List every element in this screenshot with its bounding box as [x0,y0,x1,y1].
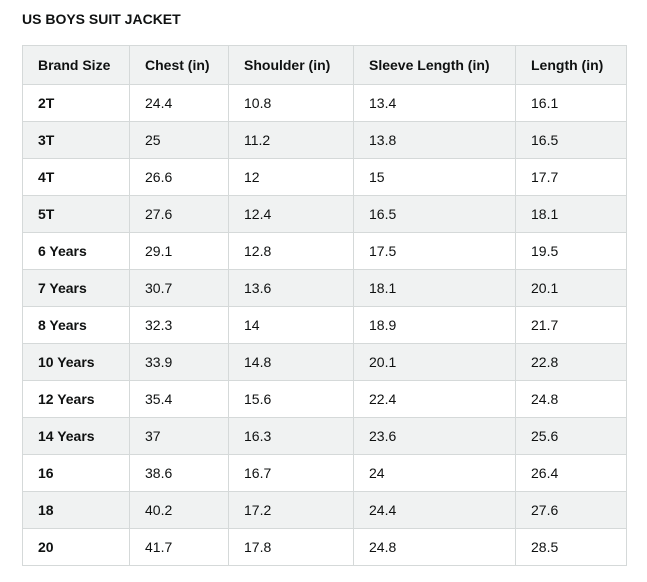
measure-cell: 17.7 [515,158,627,196]
measure-cell: 12 [228,158,354,196]
table-row: 14 Years 37 16.3 23.6 25.6 [22,417,627,455]
measure-cell: 26.4 [515,454,627,492]
measure-cell: 22.4 [353,380,516,418]
measure-cell: 32.3 [129,306,229,344]
header-cell: Sleeve Length (in) [353,45,516,85]
measure-cell: 12.4 [228,195,354,233]
table-row: 5T 27.6 12.4 16.5 18.1 [22,195,627,233]
size-cell: 12 Years [22,380,130,418]
measure-cell: 14 [228,306,354,344]
measure-cell: 26.6 [129,158,229,196]
measure-cell: 33.9 [129,343,229,381]
measure-cell: 41.7 [129,528,229,566]
measure-cell: 13.6 [228,269,354,307]
table-row: 7 Years 30.7 13.6 18.1 20.1 [22,269,627,307]
measure-cell: 37 [129,417,229,455]
measure-cell: 16.7 [228,454,354,492]
measure-cell: 17.8 [228,528,354,566]
size-cell: 10 Years [22,343,130,381]
measure-cell: 11.2 [228,121,354,159]
measure-cell: 40.2 [129,491,229,529]
measure-cell: 27.6 [129,195,229,233]
measure-cell: 24.4 [129,84,229,122]
measure-cell: 21.7 [515,306,627,344]
measure-cell: 16.3 [228,417,354,455]
measure-cell: 16.1 [515,84,627,122]
measure-cell: 17.2 [228,491,354,529]
table-row: 4T 26.6 12 15 17.7 [22,158,627,196]
measure-cell: 10.8 [228,84,354,122]
measure-cell: 38.6 [129,454,229,492]
table-row: 8 Years 32.3 14 18.9 21.7 [22,306,627,344]
measure-cell: 16.5 [515,121,627,159]
size-cell: 14 Years [22,417,130,455]
table-row: 16 38.6 16.7 24 26.4 [22,454,627,492]
measure-cell: 12.8 [228,232,354,270]
measure-cell: 25 [129,121,229,159]
size-cell: 5T [22,195,130,233]
table-row: 10 Years 33.9 14.8 20.1 22.8 [22,343,627,381]
measure-cell: 15 [353,158,516,196]
table-row: 20 41.7 17.8 24.8 28.5 [22,528,627,566]
measure-cell: 20.1 [515,269,627,307]
measure-cell: 19.5 [515,232,627,270]
measure-cell: 13.4 [353,84,516,122]
size-cell: 6 Years [22,232,130,270]
header-cell: Shoulder (in) [228,45,354,85]
size-cell: 2T [22,84,130,122]
measure-cell: 20.1 [353,343,516,381]
measure-cell: 18.1 [515,195,627,233]
measure-cell: 30.7 [129,269,229,307]
measure-cell: 16.5 [353,195,516,233]
measure-cell: 23.6 [353,417,516,455]
table-row: 2T 24.4 10.8 13.4 16.1 [22,84,627,122]
measure-cell: 27.6 [515,491,627,529]
measure-cell: 22.8 [515,343,627,381]
title: US BOYS SUIT JACKET [22,11,181,27]
measure-cell: 25.6 [515,417,627,455]
measure-cell: 17.5 [353,232,516,270]
size-cell: 3T [22,121,130,159]
size-cell: 8 Years [22,306,130,344]
measure-cell: 14.8 [228,343,354,381]
measure-cell: 24.4 [353,491,516,529]
measure-cell: 24.8 [515,380,627,418]
measure-cell: 24 [353,454,516,492]
measure-cell: 15.6 [228,380,354,418]
size-cell: 18 [22,491,130,529]
header-cell: Length (in) [515,45,627,85]
size-cell: 16 [22,454,130,492]
measure-cell: 24.8 [353,528,516,566]
table-row: 12 Years 35.4 15.6 22.4 24.8 [22,380,627,418]
measure-cell: 13.8 [353,121,516,159]
size-cell: 4T [22,158,130,196]
header-row: Brand Size Chest (in) Shoulder (in) Sleeve … [22,45,627,85]
measure-cell: 28.5 [515,528,627,566]
measure-cell: 18.9 [353,306,516,344]
measure-cell: 35.4 [129,380,229,418]
measure-cell: 29.1 [129,232,229,270]
header-cell: Brand Size [22,45,130,85]
table-row: 3T 25 11.2 13.8 16.5 [22,121,627,159]
size-cell: 20 [22,528,130,566]
table-row: 18 40.2 17.2 24.4 27.6 [22,491,627,529]
size-table: Brand Size Chest (in) Shoulder (in) Sleeve … [22,45,627,566]
header-cell: Chest (in) [129,45,229,85]
size-cell: 7 Years [22,269,130,307]
table-row: 6 Years 29.1 12.8 17.5 19.5 [22,232,627,270]
measure-cell: 18.1 [353,269,516,307]
